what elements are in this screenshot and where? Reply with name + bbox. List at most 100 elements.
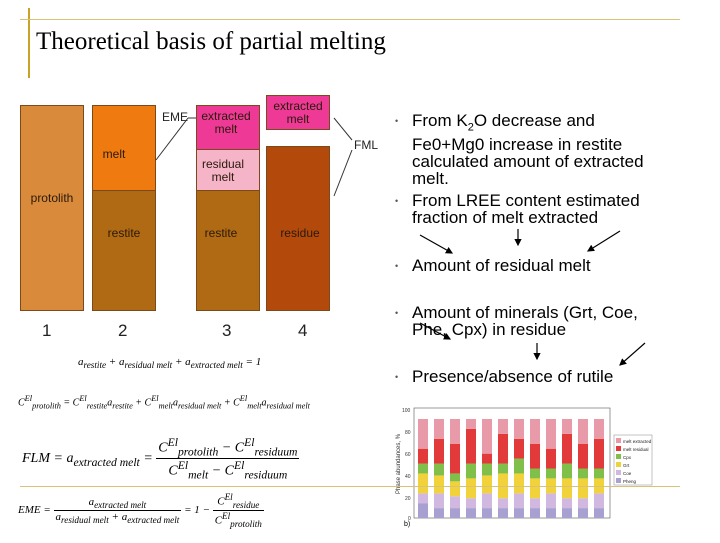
chart-bar-segment bbox=[482, 463, 492, 476]
frame-accent-vertical bbox=[28, 8, 30, 78]
bullet-dot-4: • bbox=[395, 308, 399, 318]
label-extracted-melt-4: extracted melt bbox=[273, 99, 323, 126]
chart-bar-segment bbox=[498, 498, 508, 509]
chart-legend: melt extracted melt residual Cpx Grt Coe… bbox=[613, 434, 653, 486]
chart-bar-segment bbox=[482, 493, 492, 509]
chart-bar-segment bbox=[514, 419, 524, 439]
ytick-20: 20 bbox=[405, 496, 411, 502]
chart-bar-segment bbox=[546, 448, 556, 469]
bullet-2: From LREE content estimated fraction of m… bbox=[412, 191, 640, 227]
panel-label: b) bbox=[404, 521, 410, 528]
ytick-100: 100 bbox=[402, 408, 411, 414]
bullet-dot-3: • bbox=[395, 261, 399, 271]
chart-bar-segment bbox=[562, 478, 572, 499]
chart-bar-segment bbox=[434, 475, 444, 494]
label-eme: EME bbox=[162, 110, 189, 124]
chart-bar-segment bbox=[562, 419, 572, 434]
chart-bar-segment bbox=[466, 419, 476, 429]
chart-bar-segment bbox=[594, 508, 604, 518]
label-fml: FML bbox=[354, 138, 378, 152]
column-protolith bbox=[20, 105, 84, 311]
chart-bar-segment bbox=[450, 473, 460, 482]
chart-bar-segment bbox=[594, 438, 604, 469]
chart-bar-segment bbox=[466, 508, 476, 518]
chart-bar-segment bbox=[546, 493, 556, 509]
legend-0: melt extracted bbox=[623, 439, 652, 444]
chart-bar-segment bbox=[594, 468, 604, 479]
chart-bar-segment bbox=[594, 493, 604, 509]
label-protolith: protolith bbox=[30, 191, 74, 205]
chart-bar-segment bbox=[546, 419, 556, 449]
chart-bar-segment bbox=[418, 448, 428, 464]
chart-bar-segment bbox=[578, 508, 588, 518]
chart-bar-segment bbox=[498, 463, 508, 474]
column-3-extracted bbox=[196, 105, 260, 150]
chart-bar-segment bbox=[418, 419, 428, 449]
chart-bar-segment bbox=[482, 419, 492, 454]
label-restite-2: restite bbox=[107, 226, 141, 240]
formula-eme: EME = aextracted melt aresidual melt + ae… bbox=[18, 492, 264, 529]
bullet-3: Amount of residual melt bbox=[412, 256, 591, 275]
chart-svg: Phase abundances, % 100 80 60 40 20 0 b)… bbox=[396, 407, 653, 528]
bullet-dot-5: • bbox=[395, 372, 399, 382]
chart-bar-segment bbox=[466, 463, 476, 479]
bullet-dot-1: • bbox=[395, 116, 399, 126]
chart-bar-segment bbox=[578, 478, 588, 499]
chart-bar-segment bbox=[530, 478, 540, 499]
chart-bar-segment bbox=[514, 458, 524, 474]
frame-accent-bottom bbox=[20, 486, 680, 487]
chart-ylabel: Phase abundances, % bbox=[396, 433, 402, 494]
chart-bar-segment bbox=[418, 503, 428, 518]
column-number-3: 3 bbox=[222, 321, 232, 340]
chart-bar-segment bbox=[498, 508, 508, 518]
formula-mass-balance: arestite + aresidual melt + aextracted m… bbox=[78, 356, 262, 371]
chart-bar-segment bbox=[434, 508, 444, 518]
chart-bar-segment bbox=[578, 498, 588, 509]
chart-bar-segment bbox=[546, 468, 556, 479]
formula-panel-top: arestite + aresidual melt + aextracted m… bbox=[0, 348, 364, 430]
chart-bar-segment bbox=[434, 463, 444, 476]
column-3-residual bbox=[196, 149, 260, 191]
chart-bar-segment bbox=[418, 463, 428, 474]
diagram-leader-lines bbox=[155, 117, 353, 197]
chart-bar-segment bbox=[498, 473, 508, 499]
label-residue: residue bbox=[280, 226, 320, 240]
column-number-4: 4 bbox=[298, 321, 308, 340]
chart-bar-segment bbox=[562, 498, 572, 509]
chart-bar-segment bbox=[434, 493, 444, 509]
frame-accent-top bbox=[20, 19, 680, 20]
chart-bar-segment bbox=[578, 419, 588, 444]
ytick-60: 60 bbox=[405, 452, 411, 458]
chart-bar-segment bbox=[498, 433, 508, 464]
chart-bar-segment bbox=[530, 498, 540, 509]
legend-4: Coe bbox=[623, 471, 632, 476]
chart-bar-segment bbox=[466, 478, 476, 499]
column-number-1: 1 bbox=[42, 321, 52, 340]
chart-bar-segment bbox=[418, 473, 428, 494]
bullet-5: Presence/absence of rutile bbox=[412, 367, 614, 386]
label-melt: melt bbox=[102, 147, 126, 161]
formula-flm: FLM = aextracted melt = CElprotolith − C… bbox=[22, 436, 300, 482]
chart-bar-segment bbox=[514, 473, 524, 494]
chart-bar-segment bbox=[514, 508, 524, 518]
column-number-2: 2 bbox=[118, 321, 128, 340]
chart-bar-segment bbox=[594, 478, 604, 494]
chart-bar-segment bbox=[418, 493, 428, 504]
ytick-80: 80 bbox=[405, 430, 411, 436]
chart-bar-segment bbox=[530, 468, 540, 479]
label-extracted-melt-3: extracted melt bbox=[201, 109, 251, 136]
bullet-1: From K2O decrease and Fe0+Mg0 increase i… bbox=[412, 111, 644, 189]
chart-bar-segment bbox=[466, 428, 476, 464]
chart-bar-segment bbox=[530, 508, 540, 518]
chart-bar-segment bbox=[450, 419, 460, 444]
legend-1: melt residual bbox=[623, 447, 649, 452]
formula-panel-bottom: FLM = aextracted melt = CElprotolith − C… bbox=[0, 430, 364, 540]
chart-bar-segment bbox=[530, 419, 540, 444]
ytick-40: 40 bbox=[405, 474, 411, 480]
chart-bar-segment bbox=[482, 453, 492, 464]
chart-bar-segment bbox=[450, 481, 460, 497]
chart-bar-segment bbox=[594, 419, 604, 439]
chart-bar-segment bbox=[450, 443, 460, 474]
legend-2: Cpx bbox=[623, 455, 632, 460]
ytick-0: 0 bbox=[408, 516, 411, 522]
